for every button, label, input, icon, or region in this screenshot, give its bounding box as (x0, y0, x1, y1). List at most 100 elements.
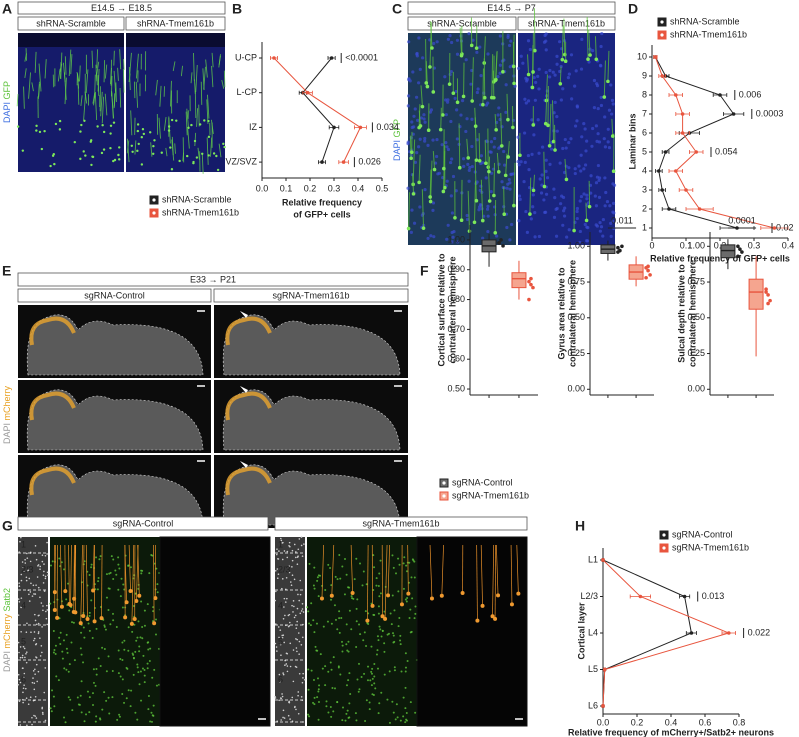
mcherry-band (225, 316, 272, 346)
dapi-nucleus (555, 129, 559, 133)
gfp-cell (489, 95, 494, 100)
satb2-cell (51, 689, 54, 692)
mcherry-cell (99, 616, 104, 621)
satb2-cell (372, 554, 375, 557)
gfp-process (163, 117, 167, 131)
y-tick-label: 0.25 (567, 348, 585, 358)
dapi-nucleus (552, 187, 556, 191)
satb2-cell (138, 683, 141, 686)
dapi-nucleus (20, 536, 22, 539)
dapi-nucleus (34, 593, 37, 595)
y-axis-title: contralateral hemisphere (447, 256, 457, 363)
p-value: 0.011 (611, 215, 633, 225)
dapi-nucleus (298, 672, 301, 675)
satb2-cell (376, 667, 379, 670)
dapi-nucleus (293, 605, 295, 608)
dapi-nucleus (561, 146, 565, 151)
dapi-nucleus (486, 204, 490, 208)
satb2-cell (371, 667, 374, 670)
gfp-process (218, 55, 221, 65)
dapi-nucleus (298, 653, 300, 655)
data-point (682, 594, 687, 599)
dapi-nucleus (585, 239, 590, 243)
dapi-nucleus (522, 180, 526, 184)
mcherry-dendrite (480, 544, 483, 606)
dapi-nucleus (440, 143, 444, 147)
dapi-nucleus (41, 706, 44, 709)
legend-dot (152, 198, 156, 202)
dapi-nucleus (449, 119, 453, 124)
satb2-cell (82, 626, 85, 629)
dapi-nucleus (423, 139, 427, 143)
satb2-cell (123, 648, 126, 651)
satb2-cell (117, 563, 120, 566)
satb2-cell (404, 707, 407, 710)
mcherry-cell (124, 600, 129, 605)
satb2-cell (127, 626, 130, 629)
satb2-cell (355, 607, 358, 610)
mcherry-cell (132, 616, 137, 621)
satb2-cell (95, 673, 98, 676)
gfp-process (506, 93, 509, 120)
satb2-cell (50, 710, 53, 713)
dapi-nucleus (609, 83, 613, 87)
satb2-cell (136, 666, 139, 669)
gfp-process (85, 69, 89, 93)
dapi-nucleus (291, 574, 294, 577)
header-text: E14.5 → P7 (487, 3, 536, 13)
satb2-cell (122, 583, 125, 586)
gfp-process (202, 68, 205, 91)
y-axis-title: Cortical layer (576, 602, 586, 660)
satb2-cell (393, 640, 396, 643)
dapi-nucleus (419, 116, 424, 120)
y-tick-label: IZ (249, 122, 258, 132)
satb2-cell (155, 684, 158, 687)
dapi-nucleus (567, 140, 571, 145)
mcherry-dendrite (85, 544, 88, 619)
dapi-nucleus (597, 178, 601, 183)
gfp-cell (512, 81, 516, 86)
dapi-nucleus (599, 103, 604, 108)
dapi-nucleus (530, 118, 534, 122)
dapi-nucleus (29, 591, 32, 593)
dapi-nucleus (538, 177, 542, 181)
dapi-nucleus (468, 165, 472, 170)
satb2-cell (338, 631, 341, 634)
satb2-cell (345, 623, 348, 626)
legend-dot (662, 546, 666, 550)
dapi-nucleus (282, 716, 284, 719)
mcherry-dendrite (128, 544, 131, 592)
dapi-nucleus (551, 70, 555, 74)
dapi-nucleus (465, 117, 469, 121)
satb2-cell (413, 576, 416, 579)
satb2-cell (355, 557, 358, 560)
dapi-nucleus (523, 97, 527, 101)
header-box (274, 516, 528, 531)
satb2-cell (147, 648, 150, 651)
dapi-nucleus (25, 651, 28, 653)
satb2-cell (404, 721, 407, 724)
mcherry-dendrite (54, 544, 56, 593)
dapi-nucleus (41, 707, 43, 710)
dapi-nucleus (19, 540, 21, 543)
dapi-nucleus (291, 720, 294, 722)
dapi-nucleus (508, 181, 512, 185)
dapi-nucleus (34, 668, 36, 671)
satb2-cell (398, 617, 401, 620)
gfp-process (119, 49, 122, 70)
satb2-cell (95, 556, 98, 559)
data-point (660, 188, 664, 192)
satb2-cell (95, 715, 98, 718)
legend-label: sgRNA-Control (452, 477, 513, 487)
p-value: 0.013 (702, 591, 725, 601)
satb2-cell (373, 614, 376, 617)
dapi-nucleus (575, 209, 579, 214)
satb2-cell (333, 604, 336, 607)
gfp-cell (170, 118, 174, 122)
mcherry-cell (406, 591, 411, 596)
p-value: 0.054 (715, 146, 738, 156)
dapi-nucleus (412, 114, 416, 118)
satb2-cell (313, 631, 316, 634)
gfp-cell (102, 148, 106, 151)
dapi-nucleus (531, 205, 535, 209)
